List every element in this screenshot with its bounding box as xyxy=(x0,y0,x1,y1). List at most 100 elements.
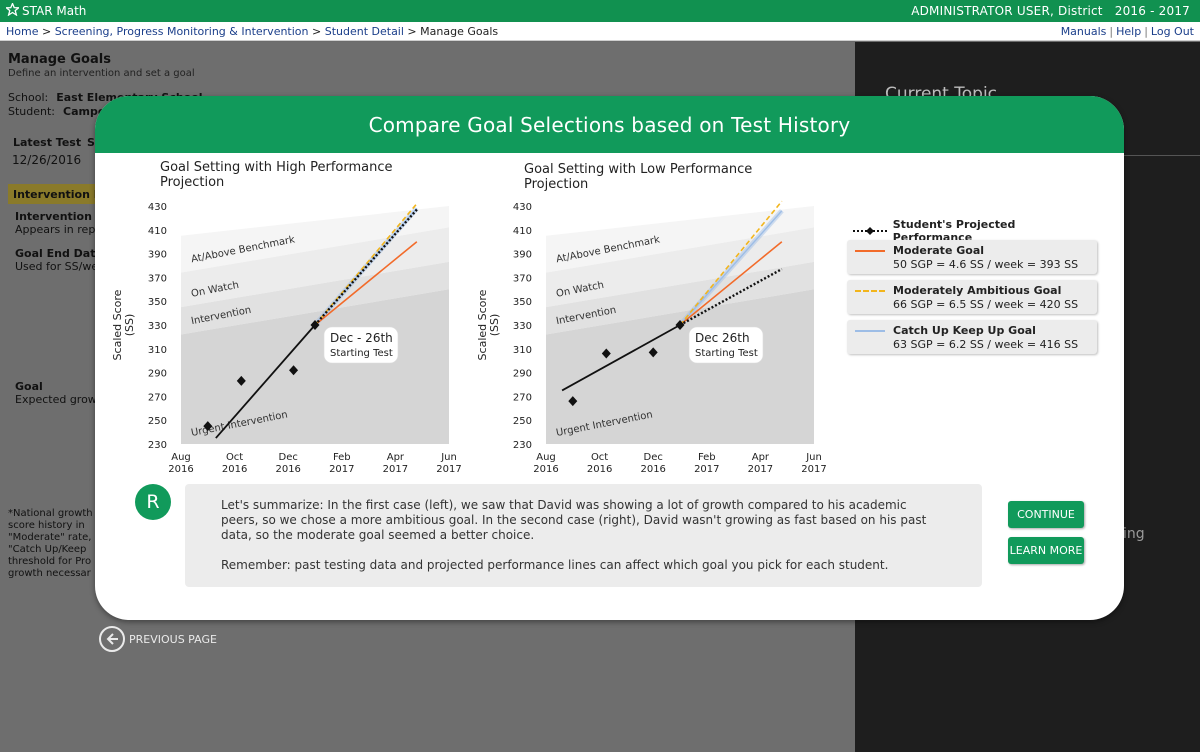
goal-line xyxy=(679,210,783,326)
test-score-point xyxy=(648,347,658,358)
y-tick-label: 330 xyxy=(513,321,532,332)
x-tick-year: 2016 xyxy=(533,464,558,475)
x-tick-label: Dec xyxy=(644,452,663,463)
divider xyxy=(1105,155,1200,156)
goal-desc: Expected growt xyxy=(15,393,102,406)
projection-line xyxy=(314,208,418,326)
x-tick-label: Aug xyxy=(536,452,556,463)
right-panel-partial-text: ing xyxy=(1123,526,1145,542)
summary-text: Let's summarize: In the first case (left… xyxy=(221,498,927,542)
x-tick-year: 2017 xyxy=(436,464,461,475)
x-tick-label: Dec xyxy=(279,452,298,463)
x-tick-year: 2016 xyxy=(168,464,193,475)
goal-end-label: Goal End Date xyxy=(15,247,103,260)
x-tick-year: 2016 xyxy=(640,464,665,475)
callout-subtitle: Starting Test xyxy=(695,348,758,359)
y-tick-label: 350 xyxy=(513,297,532,308)
footnote: "Moderate" rate, xyxy=(8,532,92,543)
catch-up-goal-swatch xyxy=(855,330,885,332)
narrator-avatar: R xyxy=(135,484,171,520)
starting-test-callout xyxy=(688,326,764,364)
chart-title-low: Goal Setting with Low Performance Projec… xyxy=(524,162,753,192)
starting-test-callout xyxy=(323,326,399,364)
legend-moderately-ambitious-goal: Moderately Ambitious Goal 66 SGP = 6.5 S… xyxy=(847,280,1097,314)
help-link[interactable]: Help xyxy=(1116,25,1142,38)
breadcrumb-screening[interactable]: Screening, Progress Monitoring & Interve… xyxy=(54,25,309,38)
trend-line xyxy=(561,324,681,392)
learn-more-button[interactable]: LEARN MORE xyxy=(1008,537,1084,564)
test-score-point xyxy=(601,348,611,359)
y-tick-label: 370 xyxy=(513,273,532,284)
y-tick-label: 270 xyxy=(513,392,532,403)
y-axis-label: Scaled Score(SS) xyxy=(111,289,136,360)
log-out-link[interactable]: Log Out xyxy=(1150,25,1194,38)
test-score-point xyxy=(236,375,246,386)
top-bar: STAR Math ADMINISTRATOR USER, District 2… xyxy=(0,0,1200,22)
y-tick-label: 390 xyxy=(513,250,532,261)
x-tick-year: 2017 xyxy=(383,464,408,475)
y-tick-label: 410 xyxy=(148,226,167,237)
summary-box: Let's summarize: In the first case (left… xyxy=(185,484,982,587)
latest-test-date: 12/26/2016 xyxy=(12,153,82,167)
y-tick-label: 370 xyxy=(148,273,167,284)
callout-subtitle: Starting Test xyxy=(330,348,393,359)
x-tick-year: 2016 xyxy=(587,464,612,475)
y-tick-label: 290 xyxy=(513,369,532,380)
legend-moderate-goal: Moderate Goal 50 SGP = 4.6 SS / week = 3… xyxy=(847,240,1097,274)
x-tick-label: Feb xyxy=(333,452,351,463)
y-tick-label: 310 xyxy=(148,345,167,356)
manuals-link[interactable]: Manuals xyxy=(1060,25,1107,38)
x-tick-year: 2016 xyxy=(222,464,247,475)
x-tick-label: Jun xyxy=(440,452,457,463)
previous-page-label: PREVIOUS PAGE xyxy=(129,632,217,646)
y-tick-label: 250 xyxy=(513,416,532,427)
x-tick-label: Oct xyxy=(226,452,243,463)
modal-title: Compare Goal Selections based on Test Hi… xyxy=(95,96,1124,153)
arrow-left-icon xyxy=(99,626,125,652)
y-tick-label: 350 xyxy=(148,297,167,308)
x-tick-year: 2016 xyxy=(275,464,300,475)
user-info: ADMINISTRATOR USER, District 2016 - 2017 xyxy=(911,4,1190,18)
y-tick-label: 430 xyxy=(148,202,167,213)
projected-line-icon xyxy=(853,227,887,235)
top-links: Manuals | Help | Log Out xyxy=(1060,25,1194,38)
goal-line xyxy=(314,241,418,326)
zone-band xyxy=(546,206,814,273)
student-line: Student: Campo xyxy=(8,105,106,118)
test-score-point xyxy=(568,396,578,407)
y-tick-label: 270 xyxy=(148,392,167,403)
moderately-ambitious-goal-swatch xyxy=(855,290,885,292)
footnote: score history in xyxy=(8,520,85,531)
previous-page-button[interactable]: PREVIOUS PAGE xyxy=(99,626,217,652)
trend-line xyxy=(215,324,316,439)
page-subtitle: Define an intervention and set a goal xyxy=(8,68,195,79)
chart-title-high: Goal Setting with High Performance Proje… xyxy=(160,160,393,190)
legend-catch-up-keep-up-goal: Catch Up Keep Up Goal 63 SGP = 6.2 SS / … xyxy=(847,320,1097,354)
page-title: Manage Goals xyxy=(8,52,111,67)
breadcrumb-current: Manage Goals xyxy=(420,25,499,38)
callout-title: Dec - 26th xyxy=(330,331,393,345)
continue-button[interactable]: CONTINUE xyxy=(1008,501,1084,528)
projection-line xyxy=(679,268,783,327)
breadcrumb: Home > Screening, Progress Monitoring & … xyxy=(6,25,499,38)
footnote: growth necessar xyxy=(8,568,91,579)
x-tick-label: Aug xyxy=(171,452,191,463)
compare-goals-modal: Compare Goal Selections based on Test Hi… xyxy=(95,96,1124,620)
intervention-label: Intervention N xyxy=(15,210,105,223)
y-tick-label: 250 xyxy=(148,416,167,427)
x-tick-year: 2017 xyxy=(329,464,354,475)
intervention-header-bg xyxy=(8,184,98,204)
breadcrumb-student-detail[interactable]: Student Detail xyxy=(324,25,404,38)
x-tick-label: Jun xyxy=(805,452,822,463)
x-tick-label: Apr xyxy=(752,452,770,463)
latest-test-header: Latest Test xyxy=(13,136,82,149)
intervention-header: Intervention D xyxy=(13,188,103,201)
goal-line xyxy=(679,200,783,326)
footnote: threshold for Pro xyxy=(8,556,92,567)
latest-test-col2: S xyxy=(87,136,95,149)
zone-band xyxy=(546,227,814,308)
breadcrumb-home[interactable]: Home xyxy=(6,25,39,38)
starting-test-point xyxy=(675,320,685,330)
